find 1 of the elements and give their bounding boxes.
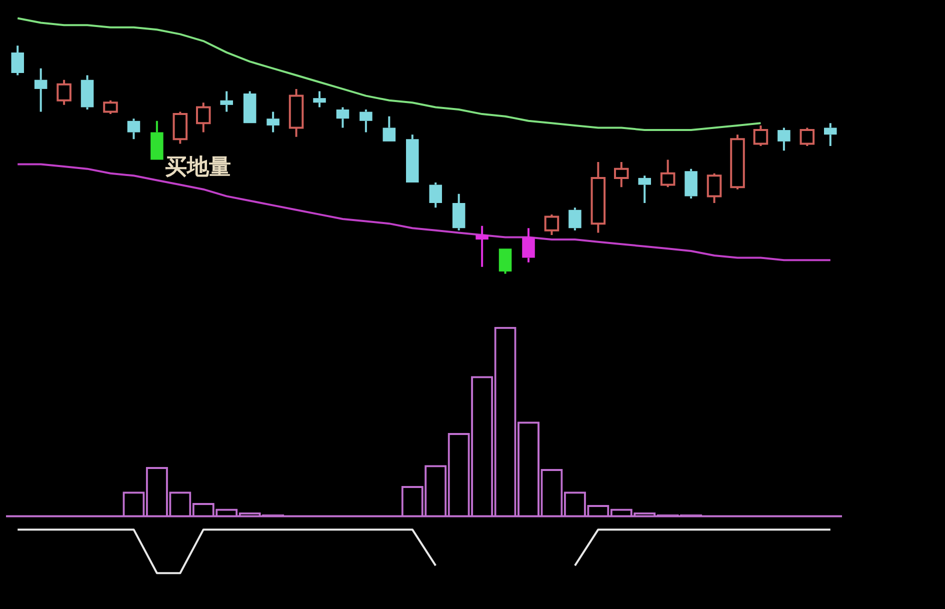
annotation: 买地量 (164, 154, 231, 180)
